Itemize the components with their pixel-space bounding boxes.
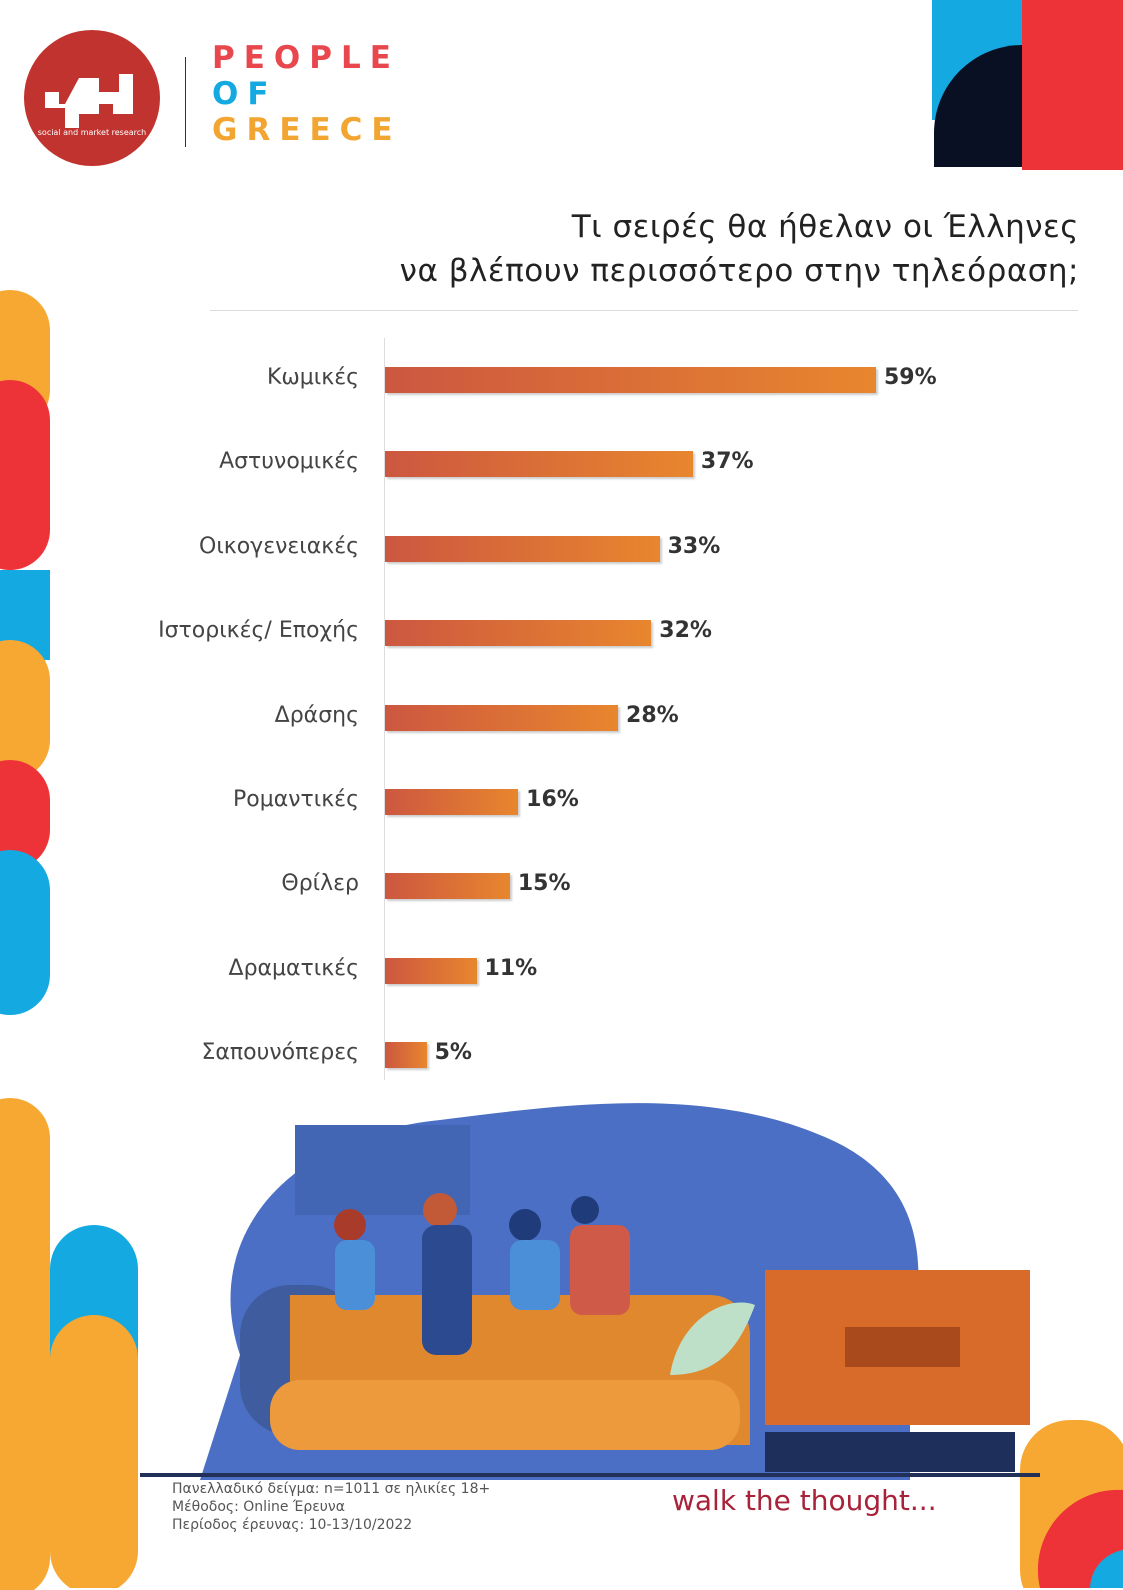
- value-label: 32%: [659, 618, 712, 644]
- category-label: Ιστορικές/ Εποχής: [158, 618, 359, 644]
- bar: [385, 789, 519, 815]
- brand-line: PEOPLE: [212, 40, 400, 76]
- bar: [385, 451, 693, 478]
- brand-line: GREECE: [212, 112, 402, 148]
- decorative-left-shapes: [0, 290, 50, 1590]
- decorative-left-bottom-shapes: [50, 1225, 138, 1588]
- bar-chart: Κωμικές 59% Αστυνομικές 37% Οικογενειακές 33%…: [158, 365, 937, 1069]
- category-label: Αστυνομικές: [219, 449, 359, 475]
- survey-info: Πανελλαδικό δείγμα: n=1011 σε ηλικίες 18…: [172, 1480, 490, 1534]
- title-divider: [210, 310, 1078, 311]
- survey-sample: Πανελλαδικό δείγμα: n=1011 σε ηλικίες 18…: [172, 1481, 491, 1497]
- category-label: Σαπουνόπερες: [201, 1040, 360, 1066]
- logo-mark: [24, 30, 160, 166]
- survey-period: Περίοδος έρευνας: 10-13/10/2022: [172, 1517, 413, 1533]
- bar: [385, 704, 619, 731]
- survey-method: Μέθοδος: Online Έρευνα: [172, 1499, 345, 1515]
- value-label: 33%: [667, 533, 721, 559]
- bar: [385, 1042, 427, 1069]
- logo-divider: [185, 57, 186, 147]
- logo-subtext: social and market research: [37, 128, 147, 137]
- bar: [385, 620, 652, 647]
- bar: [385, 535, 660, 562]
- title-line: να βλέπουν περισσότερο στην τηλεόραση;: [399, 253, 1079, 289]
- value-label: 15%: [517, 871, 571, 897]
- decorative-top-right-shapes: [932, 0, 1123, 170]
- chart-title: Τι σειρές θα ήθελαν οι Έλληνες να βλέπου…: [400, 205, 1079, 293]
- bar: [385, 367, 876, 393]
- chart-axis: [384, 338, 385, 1080]
- value-label: 11%: [484, 955, 538, 981]
- category-label: Οικογενειακές: [199, 533, 359, 559]
- value-label: 37%: [700, 449, 754, 475]
- value-label: 5%: [434, 1040, 472, 1066]
- category-label: Δράσης: [274, 702, 359, 728]
- category-label: Θρίλερ: [281, 871, 359, 897]
- category-label: Ρομαντικές: [233, 787, 359, 812]
- decorative-bottom-right-shapes: [1020, 1420, 1123, 1588]
- category-label: Δραματικές: [228, 955, 359, 981]
- value-label: 28%: [626, 702, 679, 728]
- people-of-greece-logo: PEOPLE OF GREECE: [212, 40, 402, 148]
- tagline: walk the thought...: [672, 1484, 937, 1517]
- bar: [385, 957, 477, 984]
- title-line: Τι σειρές θα ήθελαν οι Έλληνες: [571, 209, 1079, 245]
- brand-line: OF: [212, 76, 278, 112]
- logo-glyph-icon: [45, 74, 133, 128]
- category-label: Κωμικές: [266, 365, 359, 390]
- bar: [385, 873, 510, 900]
- value-label: 16%: [526, 787, 579, 812]
- value-label: 59%: [884, 365, 937, 390]
- tv-watching-illustration: [140, 1103, 1040, 1480]
